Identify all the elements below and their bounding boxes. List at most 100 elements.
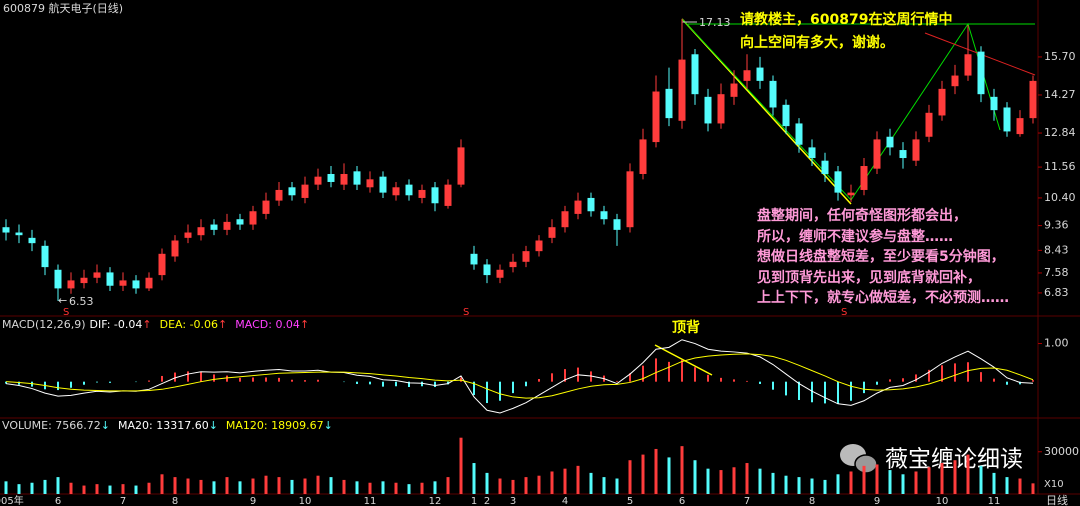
x-tick-label: 2 — [484, 496, 490, 506]
x-tick-label: 8 — [809, 496, 815, 506]
macd-header: MACD(12,26,9) DIF: -0.04↑ DEA: -0.06↑ MACD:… — [2, 318, 309, 331]
x-tick-label: 9 — [250, 496, 256, 506]
x-tick-label: 10 — [936, 496, 949, 506]
candle-body — [418, 189, 426, 198]
volume-bar — [537, 475, 541, 494]
candle-body — [873, 139, 881, 169]
legend-arrow: ↓ — [324, 419, 333, 432]
volume-bar — [30, 482, 34, 494]
volume-bar — [771, 472, 775, 494]
legend-arrow: ↑ — [218, 318, 227, 331]
y-tick-label: 12.84 — [1044, 126, 1076, 139]
volume-bar — [69, 482, 73, 494]
volume-title: VOLUME: 7566.72 — [2, 419, 101, 432]
candle-body — [912, 139, 920, 161]
volume-bar — [134, 485, 138, 494]
volume-bar — [173, 477, 177, 494]
candle-body — [678, 59, 686, 121]
volume-bar — [17, 484, 21, 494]
volume-bar — [901, 474, 905, 494]
volume-bar — [225, 477, 229, 494]
candle-body — [262, 200, 270, 214]
volume-bar — [121, 484, 125, 494]
macd-line — [5, 353, 1034, 399]
legend-label: MA20: 13317.60 — [118, 419, 209, 432]
volume-bar — [407, 484, 411, 494]
x-tick-label: 6 — [55, 496, 61, 506]
candle-body — [80, 277, 88, 284]
volume-bar — [979, 465, 983, 494]
volume-header: VOLUME: 7566.72↓ MA20: 13317.60↓ MA120: 18… — [2, 419, 333, 432]
volume-bar — [394, 482, 398, 494]
volume-bar — [810, 478, 814, 494]
volume-bar — [758, 468, 762, 494]
candle-body — [1029, 80, 1037, 119]
volume-bar — [602, 477, 606, 494]
volume-bar — [43, 479, 47, 494]
legend-arrow: ↑ — [142, 318, 151, 331]
y-tick-label: 1.00 — [1044, 337, 1069, 350]
volume-bar — [511, 479, 515, 494]
candle-body — [28, 237, 36, 244]
legend-arrow: ↓ — [209, 419, 218, 432]
watermark: 薇宝缠论细读 — [840, 444, 1023, 474]
volume-bar — [641, 454, 645, 494]
y-tick-label: 7.58 — [1044, 266, 1069, 279]
candle-body — [756, 67, 764, 81]
y-tick-label: 30000 — [1044, 445, 1079, 458]
legend-arrow: ↓ — [101, 419, 110, 432]
volume-bar — [732, 467, 736, 494]
volume-bar — [472, 463, 476, 494]
macd-line — [5, 339, 1034, 414]
volume-bar — [160, 474, 164, 494]
candle-body — [730, 83, 738, 97]
candle-body — [808, 147, 816, 159]
volume-bar — [264, 475, 268, 494]
chart-title: 600879 航天电子(日线) — [3, 1, 123, 15]
candle-body — [197, 227, 205, 236]
low-label-arrow: ← — [58, 294, 67, 307]
volume-bar — [823, 479, 827, 494]
volume-bar — [290, 479, 294, 494]
volume-bar — [251, 478, 255, 494]
candle-body — [457, 147, 465, 185]
volume-bar — [784, 475, 788, 494]
candle-body — [652, 91, 660, 143]
candle-body — [340, 173, 348, 185]
candle-body — [548, 227, 556, 238]
macd-title: MACD(12,26,9) — [2, 318, 86, 331]
volume-bar — [576, 465, 580, 494]
candle-body — [431, 187, 439, 204]
volume-bar — [186, 478, 190, 494]
candle-body — [106, 272, 114, 286]
candle-body — [496, 269, 504, 278]
volume-bar — [329, 477, 333, 494]
x-tick-label: 7 — [744, 496, 750, 506]
candle-body — [717, 94, 725, 124]
candle-body — [379, 176, 387, 193]
legend-label: MA120: 18909.67 — [226, 419, 324, 432]
volume-bar — [862, 465, 866, 494]
candle-body — [54, 269, 62, 289]
candle-body — [405, 184, 413, 196]
candle-body — [353, 171, 361, 185]
candle-body — [626, 171, 634, 228]
volume-bar — [199, 479, 203, 494]
volume-bar — [303, 478, 307, 494]
x-tick-label: 5 — [627, 496, 633, 506]
candle-body — [561, 211, 569, 228]
candle-body — [990, 96, 998, 111]
candle-body — [886, 136, 894, 148]
volume-bar — [56, 477, 60, 494]
candle-body — [1003, 107, 1011, 132]
candle-body — [964, 54, 972, 76]
x-tick-label: 11 — [988, 496, 1001, 506]
candle-body — [288, 187, 296, 196]
legend-arrow: ↑ — [300, 318, 309, 331]
candle-body — [483, 264, 491, 276]
volume-bar — [277, 477, 281, 494]
x-tick-label: 12 — [429, 496, 442, 506]
candle-body — [535, 240, 543, 252]
candle-body — [938, 88, 946, 116]
